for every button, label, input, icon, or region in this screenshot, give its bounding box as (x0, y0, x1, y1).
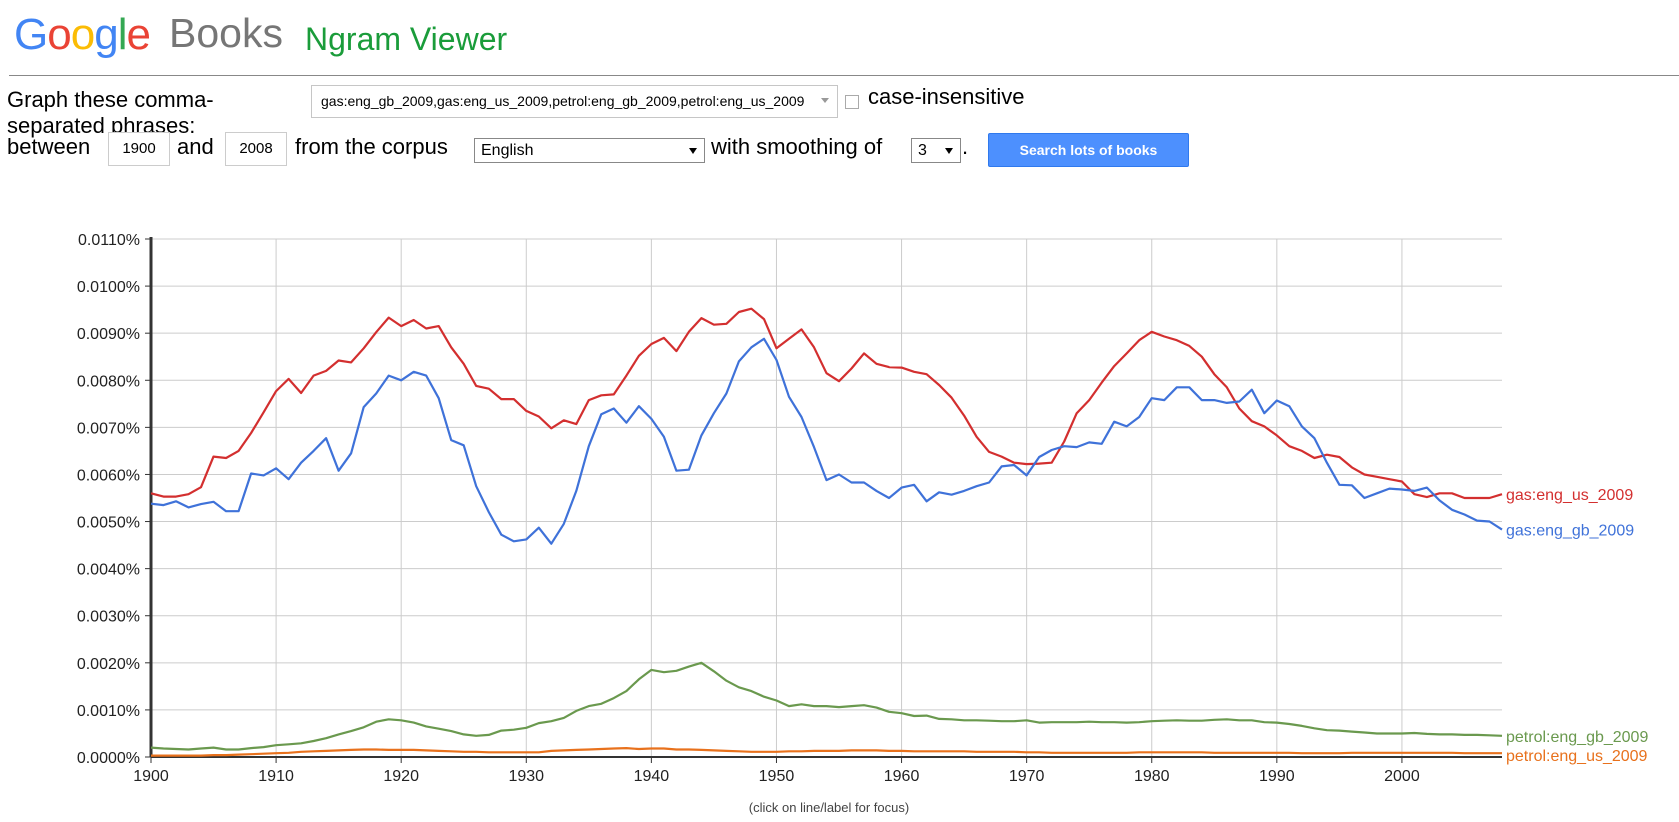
y-tick-label: 0.0030% (77, 609, 140, 626)
series-label: gas:eng_us_2009 (1506, 487, 1633, 504)
google-letter: l (117, 10, 128, 59)
between-label: between (7, 134, 91, 159)
books-wordmark: Books (169, 10, 283, 56)
y-tick-label: 0.0020% (77, 656, 140, 673)
x-tick-label: 1930 (508, 768, 544, 785)
series-line (150, 307, 1503, 500)
ngram-viewer-title: Ngram Viewer (305, 21, 508, 57)
graph-label-line1: Graph these comma- (7, 87, 214, 112)
series-line (150, 661, 1503, 751)
y-tick-label: 0.0000% (77, 750, 140, 767)
y-tick-label: 0.0010% (77, 703, 140, 720)
smoothing-period: . (962, 134, 969, 159)
y-tick-label: 0.0090% (77, 326, 140, 343)
chevron-down-icon (689, 148, 697, 154)
google-letter: o (70, 10, 96, 59)
y-tick-label: 0.0060% (77, 467, 140, 484)
x-tick-label: 1940 (634, 768, 670, 785)
google-letter: e (126, 10, 151, 59)
smoothing-select[interactable]: 3 (911, 138, 961, 163)
x-tick-label: 1990 (1259, 768, 1295, 785)
series-line (150, 337, 1503, 545)
y-tick-label: 0.0040% (77, 562, 140, 579)
series-label: petrol:eng_gb_2009 (1506, 729, 1648, 746)
google-wordmark: Google (14, 10, 151, 60)
and-label: and (177, 134, 214, 159)
series-label: gas:eng_gb_2009 (1506, 523, 1634, 540)
x-tick-label: 1900 (133, 768, 169, 785)
x-tick-label: 1910 (258, 768, 294, 785)
corpus-select-value: English (481, 142, 534, 159)
smoothing-select-value: 3 (918, 142, 927, 159)
header-divider (9, 75, 1679, 76)
end-year-input[interactable]: 2008 (225, 132, 287, 166)
autocomplete-arrow-icon (821, 98, 829, 103)
x-tick-label: 2000 (1384, 768, 1420, 785)
query-input-value: gas:eng_gb_2009,gas:eng_us_2009,petrol:e… (321, 93, 805, 109)
start-year-input[interactable]: 1900 (108, 132, 170, 166)
google-letter: o (47, 10, 72, 59)
y-tick-label: 0.0050% (77, 515, 140, 532)
case-insensitive-checkbox[interactable] (845, 95, 859, 109)
y-tick-label: 0.0070% (77, 420, 140, 437)
y-tick-label: 0.0100% (77, 279, 140, 296)
x-tick-label: 1950 (759, 768, 795, 785)
chevron-down-icon (945, 148, 953, 154)
query-input[interactable]: gas:eng_gb_2009,gas:eng_us_2009,petrol:e… (311, 85, 838, 118)
chart-footnote: (click on line/label for focus) (748, 800, 910, 815)
google-letter: g (94, 10, 119, 59)
corpus-label: from the corpus (295, 134, 448, 159)
x-tick-label: 1980 (1134, 768, 1170, 785)
y-tick-label: 0.0110% (78, 232, 140, 249)
series-label: petrol:eng_us_2009 (1506, 748, 1648, 765)
x-tick-label: 1960 (884, 768, 920, 785)
y-tick-label: 0.0080% (77, 373, 140, 390)
google-letter: G (14, 10, 48, 59)
series-line (151, 746, 1502, 757)
search-button[interactable]: Search lots of books (988, 133, 1189, 167)
x-tick-label: 1920 (383, 768, 419, 785)
corpus-select[interactable]: English (474, 138, 705, 163)
case-insensitive-label[interactable]: case-insensitive (868, 84, 1025, 109)
x-tick-label: 1970 (1009, 768, 1045, 785)
smoothing-label: with smoothing of (711, 134, 883, 159)
